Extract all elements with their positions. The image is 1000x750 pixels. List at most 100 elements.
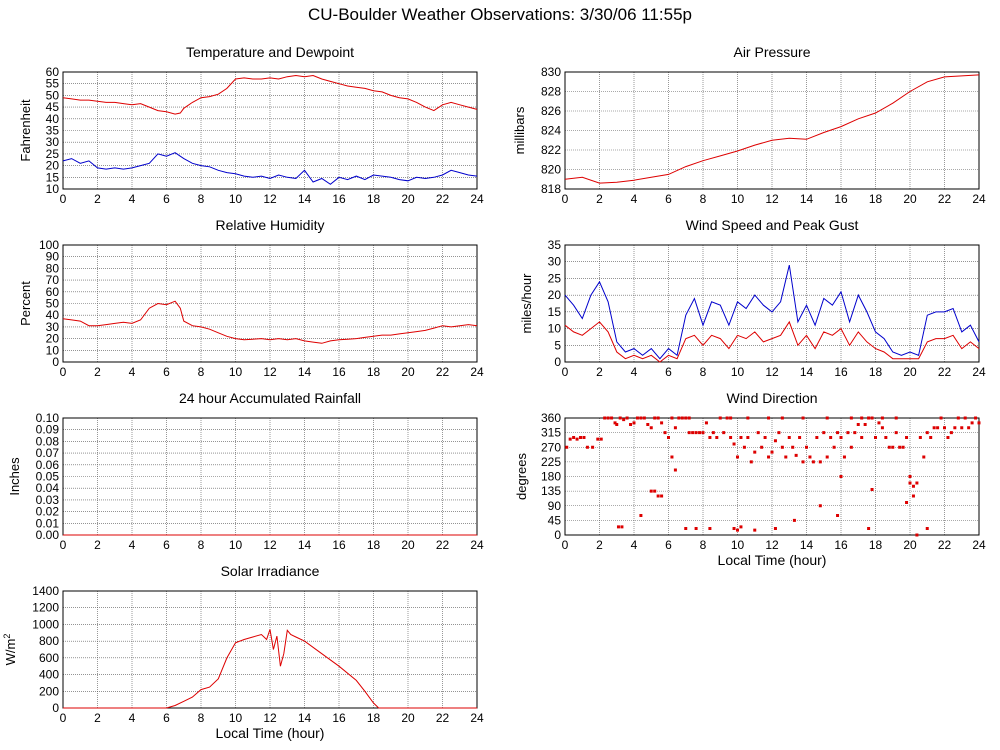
data-point [691, 431, 695, 435]
y-tick-label: 10 [548, 322, 562, 336]
data-point [908, 475, 912, 478]
data-point [894, 431, 898, 435]
y-axis-label: millibars [512, 106, 527, 154]
series-line [564, 74, 980, 184]
data-point [704, 421, 708, 425]
data-point [670, 416, 674, 420]
x-tick-label: 20 [401, 365, 415, 379]
y-tick-label: 35 [548, 238, 562, 252]
y-tick-label: 818 [541, 182, 561, 196]
x-tick-label: 10 [229, 538, 243, 552]
x-tick-label: 12 [263, 538, 277, 552]
data-point [849, 445, 853, 449]
data-point [860, 436, 864, 439]
y-tick-label: 600 [39, 651, 59, 665]
plot-frame [564, 417, 980, 536]
x-tick-label: 6 [163, 365, 170, 379]
data-point [925, 431, 929, 435]
data-point [684, 527, 688, 530]
y-tick-label: 45 [46, 100, 60, 114]
data-point [746, 416, 750, 420]
x-tick-label: 0 [60, 192, 67, 206]
data-point [956, 416, 960, 420]
data-point [911, 494, 915, 498]
data-point [660, 421, 664, 425]
chart-title: Temperature and Dewpoint [186, 44, 354, 60]
x-tick-label: 12 [765, 365, 779, 379]
x-tick-label: 18 [367, 365, 381, 379]
x-tick-label: 24 [972, 192, 986, 206]
data-point [815, 436, 819, 439]
y-tick-label: 826 [541, 104, 561, 118]
data-point [829, 436, 833, 439]
data-point [582, 436, 586, 439]
y-tick-label: 0 [554, 528, 561, 542]
data-point [725, 416, 729, 420]
y-tick-label: 1200 [32, 601, 59, 615]
data-point [905, 436, 909, 439]
y-tick-label: 60 [46, 285, 60, 299]
data-point [616, 525, 620, 529]
y-axis-label: Fahrenheit [18, 99, 33, 162]
x-tick-label: 22 [436, 365, 450, 379]
data-point [711, 431, 715, 435]
x-tick-label: 2 [94, 192, 101, 206]
y-tick-label: 0.08 [36, 434, 60, 448]
x-tick-label: 16 [834, 538, 848, 552]
x-tick-label: 0 [562, 365, 569, 379]
data-point [622, 418, 626, 422]
x-tick-label: 16 [834, 365, 848, 379]
data-point [687, 416, 691, 420]
y-tick-label: 15 [548, 305, 562, 319]
x-tick-label: 22 [436, 538, 450, 552]
x-tick-label: 14 [298, 538, 312, 552]
y-tick-label: 135 [541, 484, 561, 498]
x-axis-label: Local Time (hour) [216, 725, 325, 741]
x-tick-label: 4 [129, 711, 136, 725]
x-tick-label: 10 [229, 365, 243, 379]
data-point [874, 436, 877, 439]
data-point [585, 445, 589, 449]
y-tick-label: 0.06 [36, 458, 60, 472]
y-tick-label: 828 [541, 85, 561, 99]
data-point [575, 437, 579, 441]
data-point [670, 455, 674, 459]
data-point [629, 423, 633, 426]
y-tick-label: 20 [46, 159, 60, 173]
data-point [908, 481, 912, 485]
y-tick-label: 360 [541, 411, 561, 425]
data-point [901, 445, 905, 449]
y-tick-label: 10 [46, 182, 60, 196]
data-point [708, 527, 712, 530]
series-line [564, 320, 980, 363]
x-tick-label: 20 [401, 711, 415, 725]
data-point [773, 527, 777, 530]
data-point [811, 460, 815, 464]
x-tick-label: 0 [60, 711, 67, 725]
y-tick-label: 820 [541, 163, 561, 177]
x-tick-label: 0 [60, 538, 67, 552]
y-tick-label: 70 [46, 273, 60, 287]
data-point [649, 489, 653, 493]
data-point [632, 421, 636, 425]
data-point [660, 494, 664, 498]
x-tick-label: 6 [163, 711, 170, 725]
chart-title: Relative Humidity [216, 217, 325, 233]
x-tick-label: 18 [367, 711, 381, 725]
data-point [905, 501, 909, 504]
data-point [977, 421, 981, 425]
data-point [818, 460, 822, 464]
x-tick-label: 18 [869, 192, 883, 206]
y-tick-label: 0.09 [36, 423, 60, 437]
y-tick-label: 55 [46, 77, 60, 91]
data-point [870, 416, 874, 420]
x-tick-label: 10 [229, 192, 243, 206]
data-point [684, 416, 688, 420]
data-point [825, 416, 829, 420]
data-point [963, 416, 967, 420]
